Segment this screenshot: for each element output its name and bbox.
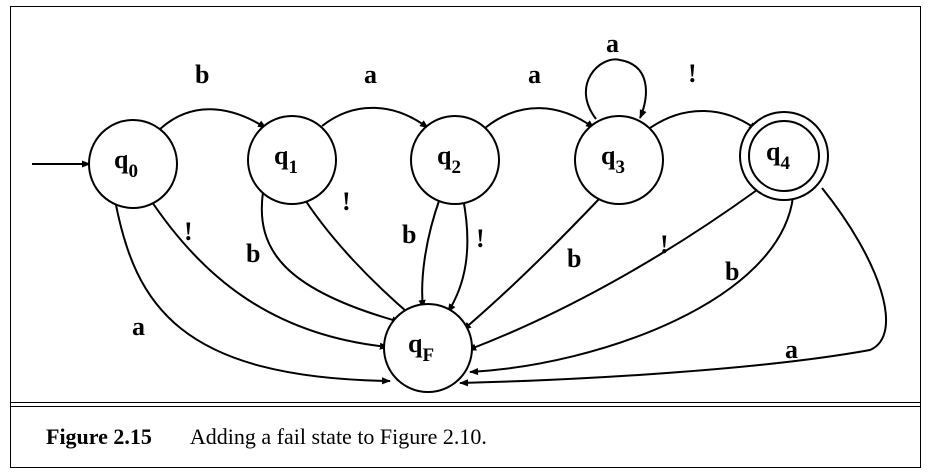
svg-text:q4: q4 <box>766 137 790 174</box>
label-q3-loop: a <box>606 29 619 58</box>
label-q0-qF-bang: ! <box>184 217 193 246</box>
edge-q0-qF-a <box>114 199 391 385</box>
edge-q2-qF-bang <box>447 197 469 313</box>
label-q1-qF-bang: ! <box>342 187 351 216</box>
edge-q3-loop <box>584 58 647 120</box>
state-qF-fail: qF <box>383 303 473 393</box>
figure-caption: Figure 2.15 Adding a fail state to Figure… <box>46 424 487 450</box>
label-q3-q4: ! <box>688 59 697 88</box>
state-q4-accepting: q4 <box>739 111 829 201</box>
state-q3: q3 <box>574 115 664 205</box>
edge-q3-q4 <box>649 110 758 131</box>
label-q2-qF-b: b <box>402 220 416 249</box>
label-q4-qF-bang: ! <box>660 230 669 259</box>
fsa-diagram: b a a a ! ! a b ! b ! b ! b a q0 q1 q2 q… <box>32 29 887 393</box>
edge-q3-qF-b <box>462 197 601 331</box>
svg-text:q2: q2 <box>437 141 461 178</box>
figure-frame <box>10 6 921 468</box>
edge-q2-qF-b <box>418 197 441 309</box>
edge-q0-q1 <box>157 108 267 132</box>
edge-q2-q3 <box>484 107 595 129</box>
state-q1: q1 <box>247 115 337 205</box>
edge-q0-qF-bang <box>147 195 389 350</box>
svg-text:q3: q3 <box>601 141 625 178</box>
label-q0-q1: b <box>195 60 209 89</box>
state-q2: q2 <box>410 115 500 205</box>
label-q4-qF-a: a <box>785 335 798 364</box>
label-q2-q3: a <box>528 60 541 89</box>
figure-number: Figure 2.15 <box>46 424 152 449</box>
label-q1-q2: a <box>364 60 377 89</box>
label-q1-qF-b: b <box>246 239 260 268</box>
svg-text:q0: q0 <box>114 145 138 182</box>
caption-divider-bottom <box>11 406 920 407</box>
edge-q1-qF-bang <box>299 191 415 319</box>
label-q3-qF-b: b <box>567 244 581 273</box>
label-q2-qF-bang: ! <box>476 224 485 253</box>
edge-q1-q2 <box>321 106 429 129</box>
label-q4-qF-b: b <box>725 257 739 286</box>
caption-divider-top <box>11 402 920 403</box>
edge-q4-qF-a <box>459 187 887 387</box>
figure-caption-text: Adding a fail state to Figure 2.10. <box>189 424 487 449</box>
edge-q1-qF-b <box>260 191 401 324</box>
state-q0: q0 <box>88 119 178 209</box>
label-q0-qF-a: a <box>132 312 145 341</box>
svg-text:q1: q1 <box>274 141 298 178</box>
edge-q4-qF-b <box>469 196 794 376</box>
svg-text:qF: qF <box>408 329 434 366</box>
edge-q4-qF-bang <box>467 189 758 351</box>
